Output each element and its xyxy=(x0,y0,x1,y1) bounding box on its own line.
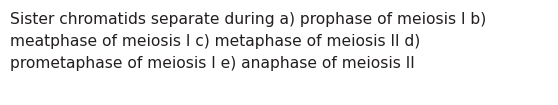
Text: Sister chromatids separate during a) prophase of meiosis I b): Sister chromatids separate during a) pro… xyxy=(10,12,486,27)
Text: meatphase of meiosis I c) metaphase of meiosis II d): meatphase of meiosis I c) metaphase of m… xyxy=(10,34,420,49)
Text: prometaphase of meiosis I e) anaphase of meiosis II: prometaphase of meiosis I e) anaphase of… xyxy=(10,56,415,71)
